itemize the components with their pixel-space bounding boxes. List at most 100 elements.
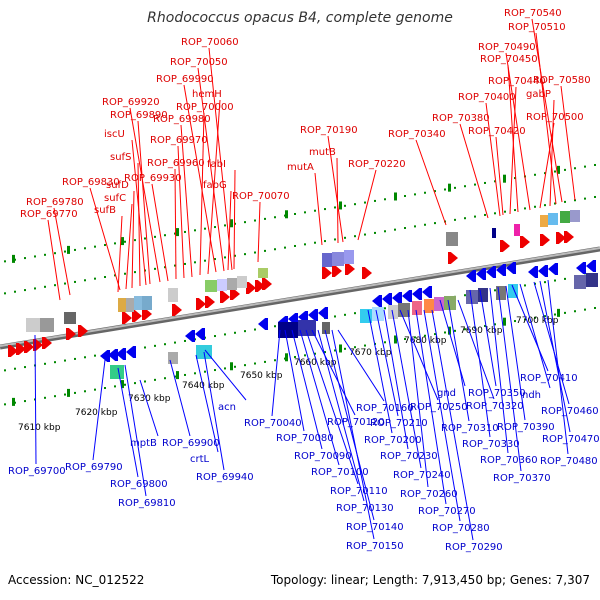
- bottom-gene-label: ROP_70240: [393, 470, 451, 481]
- top-label-leader: [415, 139, 447, 226]
- bottom-gene-label: ndh: [522, 390, 541, 401]
- top-track-guide: [454, 186, 456, 189]
- bottom-gene-label: acn: [218, 402, 236, 413]
- bottom-track-guide: [464, 328, 466, 331]
- bottom-label-leader: [34, 334, 37, 465]
- bottom-track-guide: [564, 311, 566, 314]
- upper-track-guide: [344, 236, 346, 239]
- top-gene-label: iscU: [104, 129, 125, 140]
- top-gene-label: sufC: [104, 193, 126, 204]
- upper-track-guide: [14, 290, 16, 293]
- gene-feature-box: [322, 253, 332, 267]
- reverse-gene-arrow: [528, 266, 538, 278]
- top-gene-label: ROP_69930: [124, 173, 182, 184]
- bottom-track-guide: [454, 329, 456, 332]
- top-gene-label: ROP_69920: [102, 97, 160, 108]
- upper-track-guide: [104, 276, 106, 279]
- forward-gene-arrow: [205, 296, 215, 308]
- bottom-track-guide: [214, 369, 216, 372]
- upper-track-guide: [254, 251, 256, 254]
- bottom-scale-tick: [503, 317, 506, 326]
- bottom-label-leader: [519, 283, 551, 389]
- lower-track-guide: [44, 362, 46, 365]
- top-track-guide: [154, 235, 156, 238]
- upper-track-guide: [364, 233, 366, 236]
- reverse-gene-arrow: [372, 295, 382, 307]
- bottom-label-leader: [431, 309, 474, 541]
- bottom-label-leader: [367, 309, 393, 434]
- upper-track-guide: [234, 254, 236, 257]
- bottom-label-leader: [195, 354, 219, 453]
- top-track-guide: [364, 201, 366, 204]
- top-gene-label: ROP_69890: [110, 110, 168, 121]
- top-label-leader: [131, 139, 147, 286]
- bottom-gene-label: ROP_70210: [370, 418, 428, 429]
- bottom-track-guide: [524, 318, 526, 321]
- bottom-label-leader: [124, 364, 147, 497]
- bottom-track-guide: [304, 354, 306, 357]
- gene-feature-box: [586, 273, 598, 287]
- bottom-track-guide: [54, 395, 56, 398]
- genome-backbone: [0, 247, 600, 347]
- bottom-gene-label: ROP_70130: [336, 503, 394, 514]
- scale-label: 7660 kbp: [294, 358, 337, 368]
- gene-feature-box: [278, 322, 298, 338]
- top-track-guide: [424, 191, 426, 194]
- upper-track-guide: [574, 199, 576, 202]
- bottom-gene-label: ROP_70260: [400, 489, 458, 500]
- reverse-gene-arrow: [466, 270, 476, 282]
- bottom-track-guide: [484, 324, 486, 327]
- bottom-label-leader: [317, 329, 365, 502]
- bottom-track-guide: [164, 377, 166, 380]
- lower-track-guide: [24, 366, 26, 369]
- top-gene-label: ROP_69990: [156, 74, 214, 85]
- forward-gene-arrow: [520, 236, 530, 248]
- bottom-scale-tick: [176, 371, 179, 380]
- lower-track-guide: [4, 369, 6, 372]
- upper-track-guide: [24, 289, 26, 292]
- bottom-label-leader: [407, 309, 429, 488]
- bottom-label-leader: [291, 329, 323, 450]
- top-track-guide: [354, 203, 356, 206]
- bottom-label-leader: [375, 309, 399, 417]
- lower-track-guide: [94, 354, 96, 357]
- gene-feature-box: [168, 288, 178, 302]
- bottom-label-leader: [423, 309, 461, 522]
- lower-track-guide: [244, 330, 246, 333]
- top-track-guide: [374, 199, 376, 202]
- gene-feature-box: [332, 252, 344, 266]
- upper-track-guide: [474, 215, 476, 218]
- reverse-gene-arrow: [576, 262, 586, 274]
- top-scale-tick: [448, 183, 451, 192]
- bottom-label-leader: [337, 329, 385, 402]
- upper-track-guide: [264, 249, 266, 252]
- top-track-guide: [184, 230, 186, 233]
- upper-track-guide: [514, 209, 516, 212]
- reverse-gene-arrow: [402, 290, 412, 302]
- top-track-guide: [254, 219, 256, 222]
- bottom-track-guide: [344, 347, 346, 350]
- bottom-track-guide: [334, 349, 336, 352]
- upper-track-guide: [484, 213, 486, 216]
- bottom-label-leader: [511, 284, 549, 372]
- lower-track-guide: [174, 341, 176, 344]
- top-track-guide: [234, 222, 236, 225]
- reverse-gene-arrow: [476, 268, 486, 280]
- top-label-leader: [131, 190, 135, 289]
- top-track-guide: [314, 209, 316, 212]
- bottom-track-guide: [294, 355, 296, 358]
- upper-track-guide: [274, 248, 276, 251]
- top-label-leader: [495, 136, 504, 216]
- forward-gene-arrow: [246, 282, 256, 294]
- top-scale-tick: [12, 254, 15, 263]
- top-gene-label: mutB: [309, 147, 336, 158]
- reverse-gene-arrow: [100, 350, 110, 362]
- lower-track-guide: [164, 343, 166, 346]
- upper-track-guide: [424, 223, 426, 226]
- top-label-leader: [89, 187, 121, 291]
- bottom-label-leader: [399, 309, 439, 401]
- bottom-gene-label: ROP_69900: [162, 438, 220, 449]
- top-track-guide: [564, 168, 566, 171]
- bottom-gene-label: ROP_70160: [356, 403, 414, 414]
- forward-gene-arrow: [262, 278, 272, 290]
